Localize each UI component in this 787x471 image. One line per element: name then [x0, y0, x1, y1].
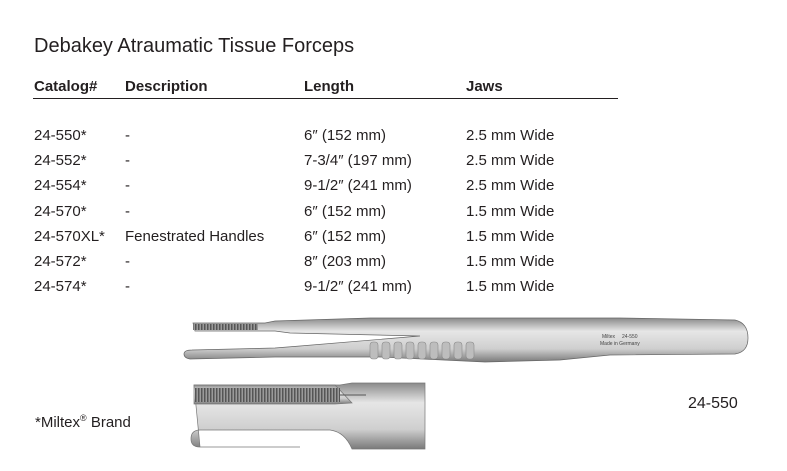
jaws: 1.5 mm Wide: [466, 253, 555, 270]
jaws: 1.5 mm Wide: [466, 278, 555, 296]
description: -: [125, 202, 130, 220]
header-jaws: Jaws: [466, 78, 503, 95]
catalog-number: 24-550*: [34, 127, 87, 144]
engraving-brand: Miltex: [602, 334, 616, 340]
description: -: [125, 127, 130, 144]
forceps-full-view: Miltex 24-550 Made in Germany: [183, 317, 749, 363]
jaws: 1.5 mm Wide: [466, 227, 555, 245]
engraving-model: 24-550: [622, 334, 638, 340]
length: 9-1/2″ (241 mm): [304, 177, 412, 195]
length: 8″ (203 mm): [304, 253, 386, 270]
page-title: Debakey Atraumatic Tissue Forceps: [34, 35, 355, 57]
header-length: Length: [304, 78, 354, 95]
jaws: 2.5 mm Wide: [466, 152, 555, 170]
table-row: 24-572* - 8″ (203 mm) 1.5 mm Wide: [0, 253, 700, 275]
description: -: [125, 253, 130, 270]
table-row: 24-574* - 9-1/2″ (241 mm) 1.5 mm Wide: [0, 278, 700, 300]
description: Fenestrated Handles: [125, 227, 265, 245]
header-description: Description: [125, 78, 208, 95]
length: 9-1/2″ (241 mm): [304, 278, 412, 296]
catalog-number: 24-570*: [34, 202, 87, 220]
image-caption: 24-550: [688, 395, 738, 412]
length: 7-3/4″ (197 mm): [304, 152, 412, 170]
brand-footnote: *Miltex® Brand: [35, 413, 131, 431]
jaws: 2.5 mm Wide: [466, 177, 555, 195]
table-row: 24-554* - 9-1/2″ (241 mm) 2.5 mm Wide: [0, 177, 700, 199]
table-row: 24-570XL* Fenestrated Handles 6″ (152 mm) 1…: [0, 228, 700, 250]
header-catalog: Catalog#: [34, 78, 98, 95]
catalog-number: 24-570XL*: [34, 227, 105, 245]
length: 6″ (152 mm): [304, 127, 386, 144]
table-row: 24-550* - 6″ (152 mm) 2.5 mm Wide: [0, 127, 700, 149]
table-row: 24-552* - 7-3/4″ (197 mm) 2.5 mm Wide: [0, 152, 700, 174]
length: 6″ (152 mm): [304, 202, 386, 220]
header-rule: [33, 98, 618, 99]
jaws: 2.5 mm Wide: [466, 127, 555, 144]
forceps-jaw-detail: [190, 382, 426, 450]
jaws: 1.5 mm Wide: [466, 202, 555, 220]
engraving-text: Made in Germany: [600, 341, 640, 347]
description: -: [125, 152, 130, 170]
catalog-number: 24-574*: [34, 278, 87, 296]
catalog-number: 24-572*: [34, 253, 87, 270]
description: -: [125, 278, 130, 296]
table-row: 24-570* - 6″ (152 mm) 1.5 mm Wide: [0, 203, 700, 225]
catalog-number: 24-554*: [34, 177, 87, 195]
description: -: [125, 177, 130, 195]
length: 6″ (152 mm): [304, 227, 386, 245]
catalog-number: 24-552*: [34, 152, 87, 170]
